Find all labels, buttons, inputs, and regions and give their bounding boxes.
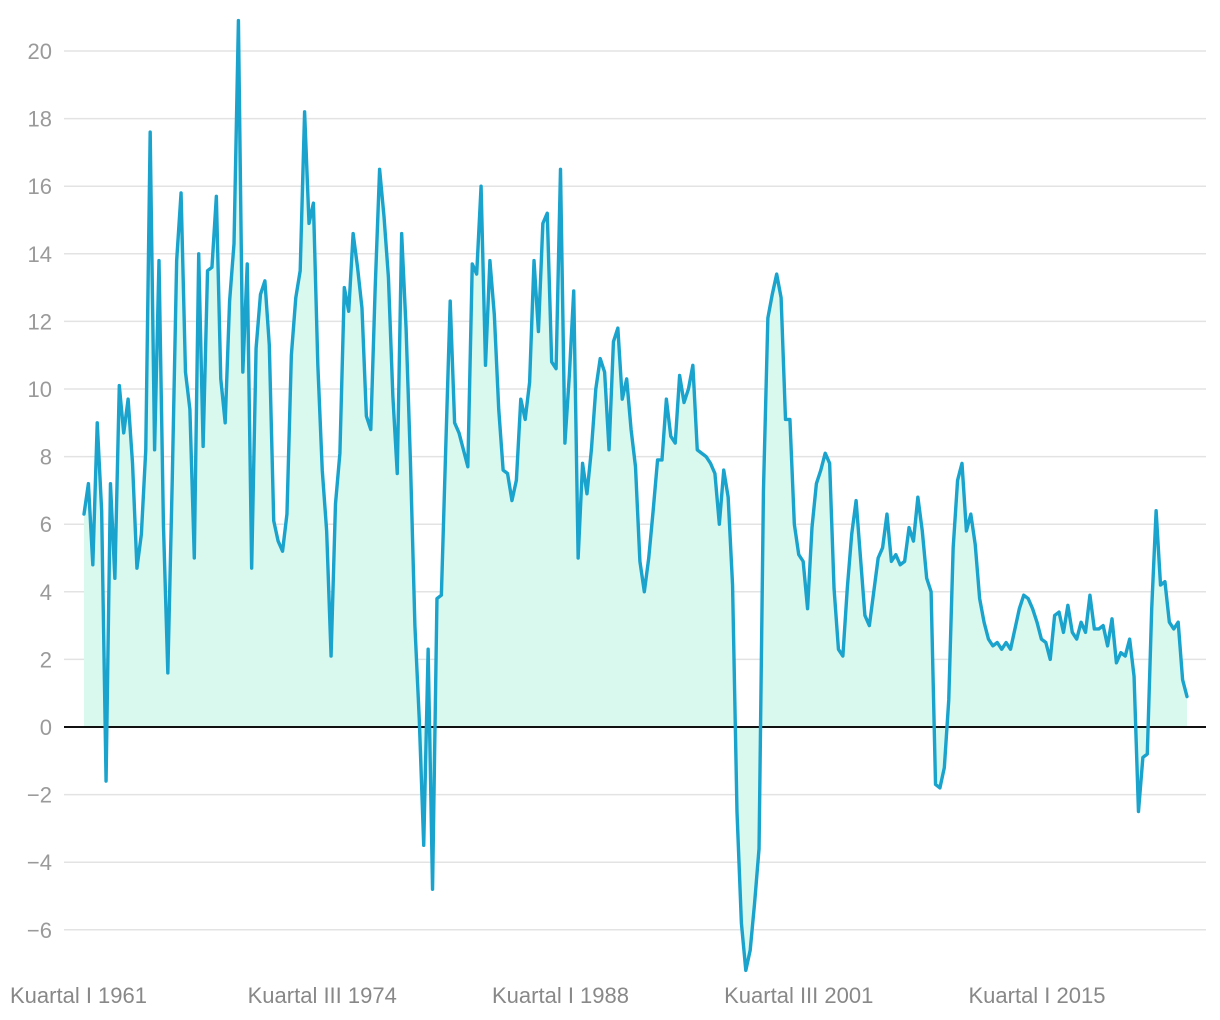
- x-tick-label: Kuartal I 2015: [968, 983, 1105, 1008]
- y-tick-label: −4: [27, 850, 52, 875]
- y-tick-label: 16: [28, 174, 52, 199]
- y-tick-label: −2: [27, 783, 52, 808]
- x-tick-label: Kuartal I 1961: [10, 983, 147, 1008]
- x-axis-tick-labels: Kuartal I 1961 Kuartal III 1974 Kuartal I …: [10, 983, 1105, 1008]
- y-tick-label: 12: [28, 309, 52, 334]
- x-tick-label: Kuartal III 1974: [248, 983, 397, 1008]
- series-line: [82, 18, 1189, 973]
- y-tick-label: 6: [40, 512, 52, 537]
- y-tick-label: 4: [40, 580, 52, 605]
- y-tick-label: 8: [40, 445, 52, 470]
- y-tick-label: 20: [28, 39, 52, 64]
- y-tick-label: 2: [40, 647, 52, 672]
- y-tick-label: 18: [28, 107, 52, 132]
- x-tick-label: Kuartal III 2001: [724, 983, 873, 1008]
- y-tick-label: 0: [40, 715, 52, 740]
- y-tick-label: 14: [28, 242, 52, 267]
- y-tick-label: 10: [28, 377, 52, 402]
- y-tick-label: −6: [27, 918, 52, 943]
- x-tick-label: Kuartal I 1988: [492, 983, 629, 1008]
